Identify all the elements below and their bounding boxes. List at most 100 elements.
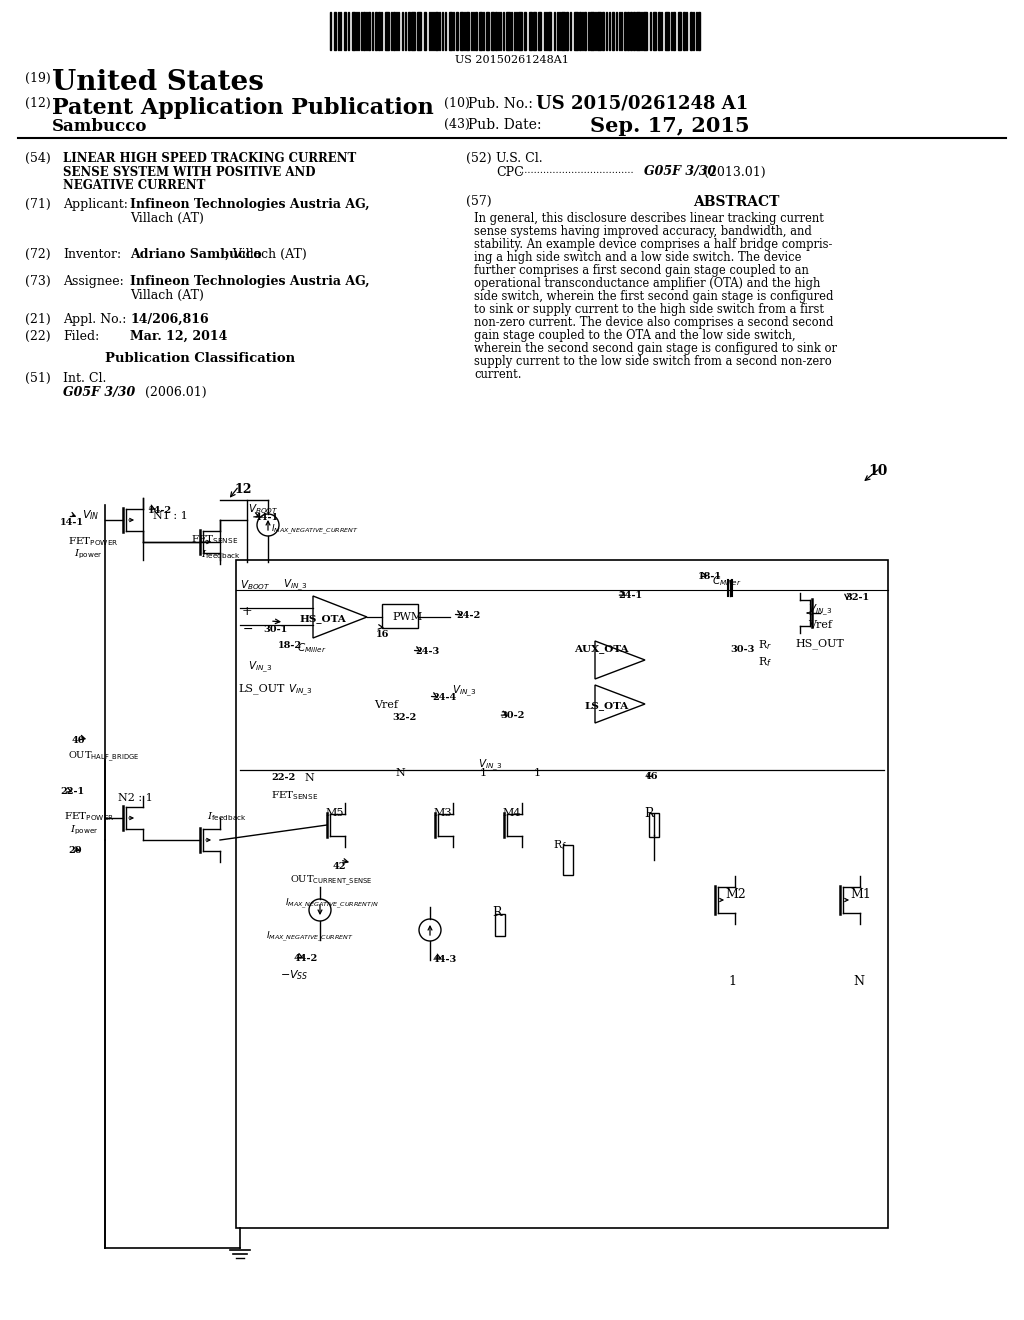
Text: 14-2: 14-2: [148, 506, 172, 515]
Text: N: N: [304, 774, 313, 783]
Text: N2 : 1: N2 : 1: [118, 793, 153, 803]
Text: gain stage coupled to the OTA and the low side switch,: gain stage coupled to the OTA and the lo…: [474, 329, 796, 342]
Text: M4: M4: [502, 808, 520, 818]
Text: 24-4: 24-4: [432, 693, 457, 702]
Text: +: +: [242, 605, 253, 618]
Text: 32-2: 32-2: [392, 713, 416, 722]
Text: In general, this disclosure describes linear tracking current: In general, this disclosure describes li…: [474, 213, 824, 224]
Bar: [673, 12, 675, 50]
Text: operational transconductance amplifier (OTA) and the high: operational transconductance amplifier (…: [474, 277, 820, 290]
Bar: [579, 12, 581, 50]
Bar: [368, 12, 370, 50]
Bar: [612, 12, 614, 50]
Text: LS_OTA: LS_OTA: [585, 701, 629, 710]
Text: (52): (52): [466, 152, 492, 165]
Text: FET$_{\rm SENSE}$: FET$_{\rm SENSE}$: [191, 533, 239, 545]
Text: R$_r$: R$_r$: [758, 638, 772, 652]
Text: (10): (10): [444, 96, 470, 110]
Text: 42: 42: [333, 862, 346, 871]
Text: $V_{IN\_3}$: $V_{IN\_3}$: [248, 660, 272, 676]
Bar: [506, 12, 510, 50]
Text: N1 : 1: N1 : 1: [153, 511, 187, 521]
Text: $V_{IN\_3}$: $V_{IN\_3}$: [452, 684, 476, 700]
Text: (22): (22): [25, 330, 50, 343]
Text: I$_{\rm feedback}$: I$_{\rm feedback}$: [201, 548, 241, 561]
Text: $V_{IN\_3}$: $V_{IN\_3}$: [478, 758, 503, 774]
Text: M3: M3: [433, 808, 452, 818]
Bar: [643, 12, 647, 50]
Text: (57): (57): [466, 195, 492, 209]
Text: $V_{BOOT}$: $V_{BOOT}$: [248, 502, 279, 516]
Text: $C_{Miller}$: $C_{Miller}$: [712, 574, 741, 587]
Text: , Villach (AT): , Villach (AT): [225, 248, 307, 261]
Bar: [466, 12, 469, 50]
Bar: [574, 12, 578, 50]
Bar: [490, 12, 494, 50]
Text: OUT$_{\rm CURRENT\_SENSE}$: OUT$_{\rm CURRENT\_SENSE}$: [290, 874, 373, 888]
Text: 40: 40: [72, 737, 86, 744]
Text: 22-2: 22-2: [271, 774, 295, 781]
Bar: [658, 12, 660, 50]
Text: Sep. 17, 2015: Sep. 17, 2015: [590, 116, 750, 136]
Text: FET$_{\rm POWER}$: FET$_{\rm POWER}$: [63, 810, 115, 822]
Bar: [627, 12, 629, 50]
Bar: [518, 12, 522, 50]
Text: $V_{BOOT}$: $V_{BOOT}$: [240, 578, 270, 591]
Text: M5: M5: [325, 808, 343, 818]
Text: current.: current.: [474, 368, 521, 381]
Text: (21): (21): [25, 313, 51, 326]
Bar: [362, 12, 365, 50]
Text: 1: 1: [480, 768, 487, 777]
Bar: [678, 12, 681, 50]
Text: NEGATIVE CURRENT: NEGATIVE CURRENT: [63, 180, 206, 191]
Text: $C_{Miller}$: $C_{Miller}$: [297, 642, 327, 655]
Bar: [352, 12, 355, 50]
Text: $V_{IN\_3}$: $V_{IN\_3}$: [283, 578, 307, 593]
Bar: [630, 12, 632, 50]
Text: 1: 1: [728, 975, 736, 987]
Text: Mar. 12, 2014: Mar. 12, 2014: [130, 330, 227, 343]
Text: 22-1: 22-1: [60, 787, 84, 796]
Text: 32-1: 32-1: [845, 593, 869, 602]
Bar: [486, 12, 489, 50]
Bar: [495, 913, 505, 936]
Text: HS_OTA: HS_OTA: [300, 615, 346, 623]
Text: Patent Application Publication: Patent Application Publication: [52, 96, 434, 119]
Text: Applicant:: Applicant:: [63, 198, 128, 211]
Text: Pub. No.:: Pub. No.:: [468, 96, 532, 111]
Bar: [475, 12, 477, 50]
Text: sense systems having improved accuracy, bandwidth, and: sense systems having improved accuracy, …: [474, 224, 812, 238]
Text: N: N: [395, 768, 404, 777]
Text: 1: 1: [534, 768, 541, 777]
Text: I$_{\rm power}$: I$_{\rm power}$: [74, 548, 102, 561]
Text: G05F 3/30: G05F 3/30: [63, 385, 135, 399]
Text: SENSE SYSTEM WITH POSITIVE AND: SENSE SYSTEM WITH POSITIVE AND: [63, 165, 315, 178]
Text: to sink or supply current to the high side switch from a first: to sink or supply current to the high si…: [474, 304, 824, 315]
Text: 16: 16: [376, 630, 389, 639]
Text: 44-1: 44-1: [255, 513, 280, 521]
Text: ABSTRACT: ABSTRACT: [693, 195, 779, 209]
Text: $I_{MAX\_NEGATIVE\_CURRENT}$: $I_{MAX\_NEGATIVE\_CURRENT}$: [271, 523, 358, 537]
Text: (73): (73): [25, 275, 51, 288]
Text: U.S. Cl.: U.S. Cl.: [496, 152, 543, 165]
Text: $I_{MAX\_NEGATIVE\_CURRENT/N}$: $I_{MAX\_NEGATIVE\_CURRENT/N}$: [285, 898, 379, 912]
Bar: [649, 813, 659, 837]
Text: .....................................: .....................................: [518, 166, 634, 176]
Text: 24-3: 24-3: [415, 647, 439, 656]
Bar: [690, 12, 692, 50]
Text: wherein the second second gain stage is configured to sink or: wherein the second second gain stage is …: [474, 342, 837, 355]
Text: (71): (71): [25, 198, 51, 211]
Bar: [393, 12, 395, 50]
Text: PWM: PWM: [392, 612, 422, 622]
Bar: [408, 12, 410, 50]
Text: 24-1: 24-1: [618, 591, 642, 601]
Text: 46: 46: [645, 772, 658, 781]
Bar: [602, 12, 604, 50]
Text: (54): (54): [25, 152, 51, 165]
Text: Int. Cl.: Int. Cl.: [63, 372, 106, 385]
Text: R$_f$: R$_f$: [553, 838, 567, 851]
Text: 12: 12: [234, 483, 252, 496]
Text: R: R: [492, 906, 502, 919]
Text: (51): (51): [25, 372, 51, 385]
Text: non-zero current. The device also comprises a second second: non-zero current. The device also compri…: [474, 315, 834, 329]
